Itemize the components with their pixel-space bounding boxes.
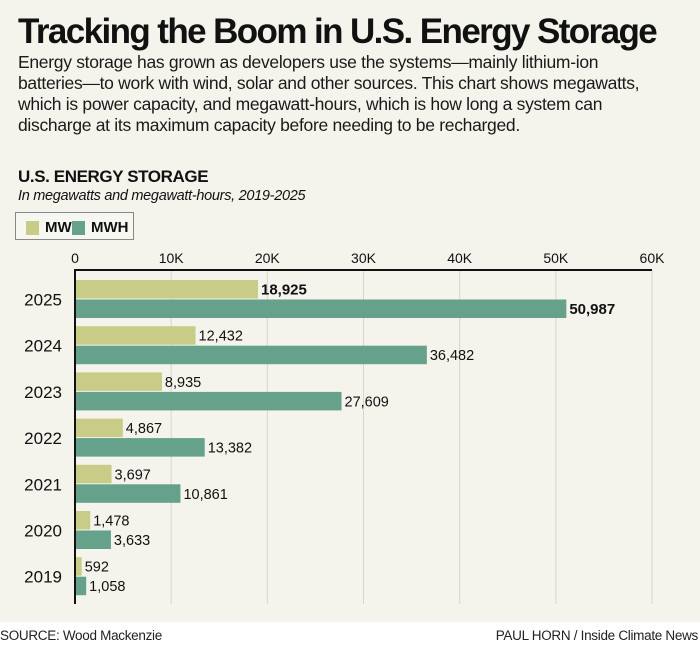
legend-label-mwh: MWH	[91, 219, 129, 236]
x-tick-label: 30K	[351, 250, 377, 266]
bar-mwh	[76, 530, 111, 549]
data-label-mwh: 1,058	[89, 579, 125, 595]
legend-item-mw: MW	[26, 219, 72, 236]
headline: Tracking the Boom in U.S. Energy Storage	[18, 12, 658, 51]
credit-note: PAUL HORN / Inside Climate News	[495, 628, 699, 643]
category-label: 2022	[24, 429, 62, 448]
data-label-mwh: 3,633	[114, 533, 150, 549]
data-label-mw: 592	[85, 560, 109, 576]
data-label-mw: 1,478	[93, 514, 129, 530]
bar-chart: 0 10K 20K 30K 40K 50K 60K 2025 18,925 50,987 2024 1…	[24, 250, 666, 604]
bar-mw	[76, 557, 82, 576]
bar-mwh	[76, 576, 87, 596]
x-tick-label: 20K	[255, 250, 281, 266]
legend: MW MWH	[15, 212, 134, 240]
x-tick-label: 60K	[640, 250, 666, 266]
bar-mwh	[76, 345, 427, 365]
category-label: 2024	[24, 337, 62, 356]
data-label-mwh: 10,861	[183, 487, 227, 503]
legend-label-mw: MW	[45, 219, 72, 236]
legend-swatch-mw	[26, 220, 39, 235]
category-label: 2020	[24, 522, 62, 541]
bar-mwh	[76, 484, 181, 503]
bar-mw	[76, 372, 162, 391]
data-label-mw: 12,432	[199, 329, 243, 345]
chart-subtitle: In megawatts and megawatt-hours, 2019-20…	[18, 188, 306, 204]
bar-mw	[76, 511, 91, 530]
data-label-mwh: 13,382	[208, 441, 252, 457]
data-label-mw: 8,935	[165, 375, 201, 391]
bar-mwh	[76, 299, 567, 318]
x-tick-label: 40K	[447, 250, 473, 266]
bar-mwh	[76, 391, 342, 411]
legend-item-mwh: MWH	[72, 219, 129, 236]
bar-mwh	[76, 438, 205, 457]
bar-mw	[76, 418, 123, 438]
source-note: SOURCE: Wood Mackenzie	[0, 628, 162, 643]
x-tick-label: 50K	[543, 250, 569, 266]
data-label-mw: 3,697	[115, 467, 151, 483]
category-label: 2025	[24, 291, 62, 310]
data-label-mwh: 27,609	[345, 394, 389, 410]
bar-mw	[76, 280, 258, 299]
category-label: 2023	[24, 383, 62, 402]
description: Energy storage has grown as developers u…	[18, 52, 640, 135]
chart-title: U.S. ENERGY STORAGE	[18, 167, 209, 186]
bar-mw	[76, 464, 112, 484]
data-label-mw: 4,867	[126, 421, 162, 437]
category-label: 2019	[24, 568, 62, 587]
data-label-mw: 18,925	[261, 282, 307, 299]
x-tick-label: 0	[71, 250, 79, 266]
data-label-mwh: 50,987	[569, 301, 615, 318]
bar-mw	[76, 326, 196, 345]
x-tick-label: 10K	[159, 250, 185, 266]
category-label: 2021	[24, 475, 62, 494]
legend-swatch-mwh	[72, 220, 85, 235]
data-label-mwh: 36,482	[430, 348, 474, 364]
